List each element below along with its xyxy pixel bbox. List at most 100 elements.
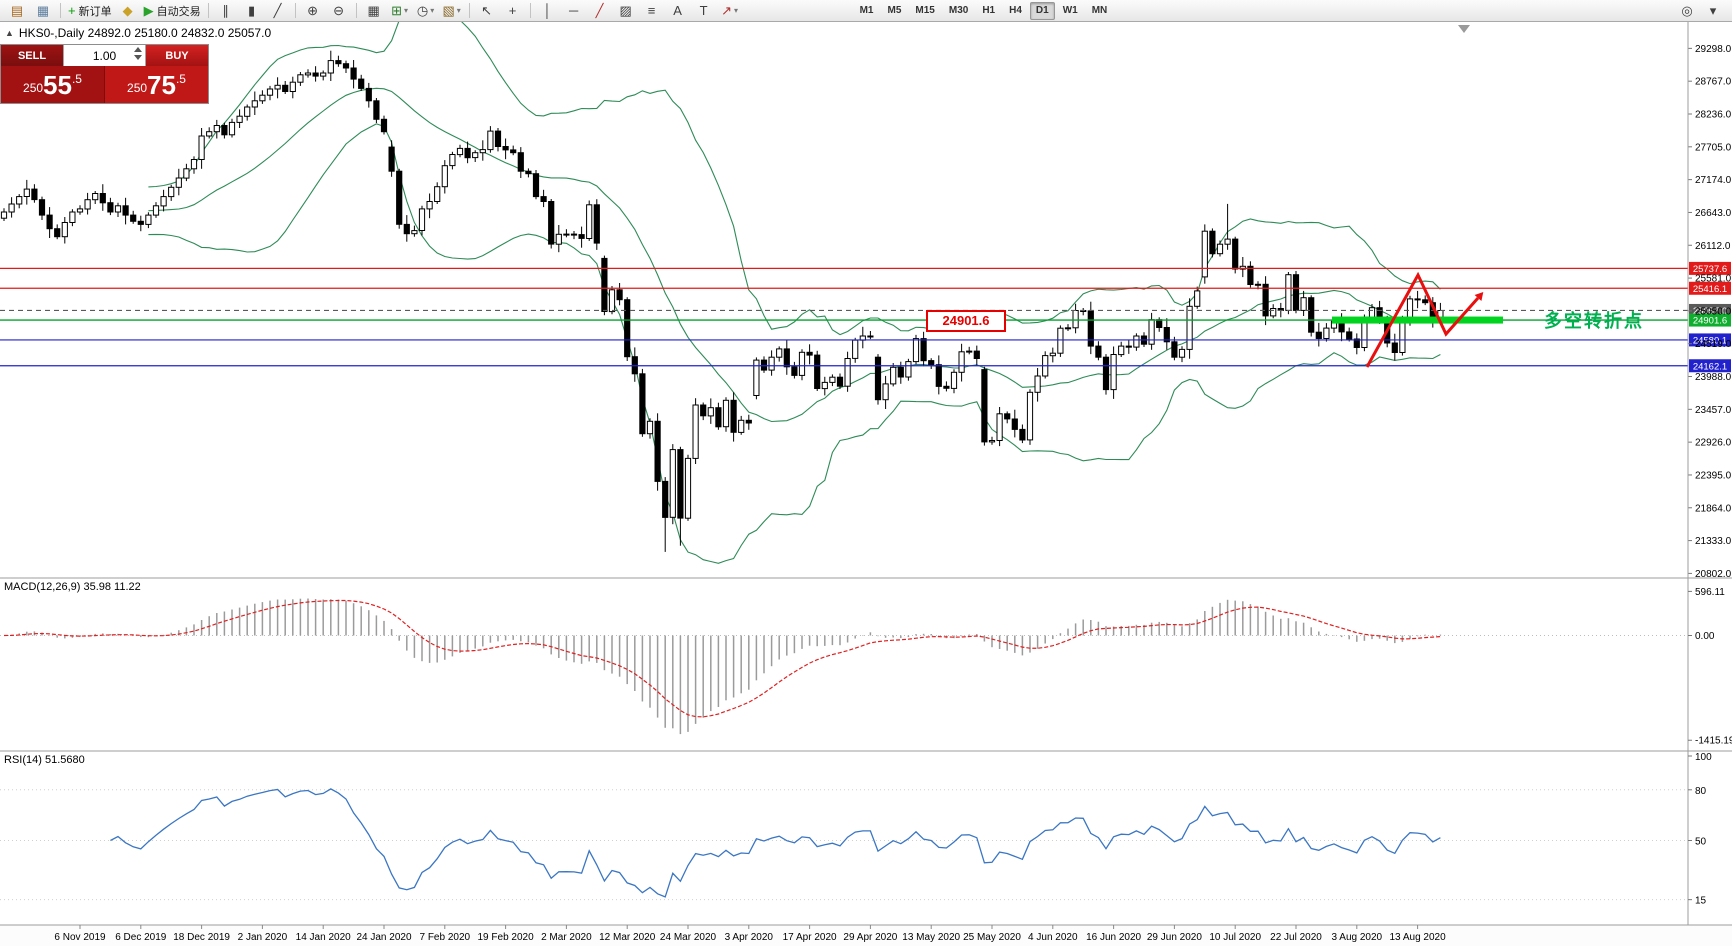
turning-point-label[interactable]: 多空转折点 [1544, 311, 1644, 331]
toolbar: ▤ ▦ +新订单◆▶自动交易 ∥ ▮ ╱ ⊕ ⊖ ▦ ⊞ ◷ ▧ ↖ + │─ ╱ ▨ ≡AT ↗ M1 M5 M15 M… [0, 0, 1732, 22]
svg-text:25 May 2020: 25 May 2020 [963, 932, 1021, 943]
collapse-panel-icon[interactable]: ▲ [5, 28, 14, 38]
lot-increase-button[interactable] [134, 47, 142, 52]
timeframe-d1-button[interactable]: D1 [1029, 1, 1055, 20]
timeframe-m5-button[interactable]: M5 [887, 4, 902, 16]
one-click-top-row: SELL 1.00 BUY [1, 45, 208, 66]
macd-label: MACD(12,26,9) 35.98 11.22 [4, 581, 141, 593]
line-chart-icon[interactable]: ╱ [265, 1, 291, 21]
scroll-shift-marker[interactable] [1458, 25, 1470, 33]
timeframe-h1-button[interactable]: H1 [982, 4, 996, 16]
svg-text:26112.0: 26112.0 [1695, 241, 1731, 252]
svg-text:23457.0: 23457.0 [1695, 405, 1732, 416]
trend-arrow-annotation[interactable] [1365, 271, 1480, 368]
svg-text:24 Mar 2020: 24 Mar 2020 [660, 932, 717, 943]
buy-button[interactable]: BUY [146, 45, 208, 66]
more-tools-icon[interactable]: ▾ [1709, 3, 1717, 18]
timeframe-mn-button[interactable]: MN [1091, 4, 1108, 16]
templates-icon[interactable]: ▧ [439, 1, 465, 21]
vertical-line-icon[interactable]: │ [535, 1, 561, 21]
search-icon[interactable]: ◎ [1681, 3, 1693, 18]
svg-text:25737.6: 25737.6 [1693, 264, 1727, 275]
svg-text:15: 15 [1695, 896, 1707, 907]
bar-chart-icon[interactable]: ∥ [213, 1, 239, 21]
sell-price-big: 55 [43, 69, 72, 100]
svg-text:26643.0: 26643.0 [1695, 208, 1732, 219]
text-icon[interactable]: A [665, 1, 691, 21]
templates-icon: ▧ [442, 3, 455, 18]
expert-advisors-icon[interactable]: ◆ [115, 1, 141, 21]
profiles-icon[interactable]: ▦ [30, 1, 56, 21]
buy-price[interactable]: 250 75.5 [105, 66, 208, 103]
zoom-in-icon[interactable]: ⊕ [300, 1, 326, 21]
date-axis[interactable] [0, 925, 1732, 946]
lot-size-field[interactable]: 1.00 [63, 45, 146, 66]
sell-price[interactable]: 250 55.5 [1, 66, 105, 103]
svg-text:596.11: 596.11 [1695, 587, 1725, 598]
new-order-button[interactable]: + 新订单 [65, 1, 115, 21]
bar-chart-icon: ∥ [222, 3, 229, 18]
periods-icon: ◷ [416, 3, 429, 18]
svg-text:6 Dec 2019: 6 Dec 2019 [115, 932, 167, 943]
chart-title-text: HKS0-,Daily 24892.0 25180.0 24832.0 2505… [18, 26, 272, 40]
timeframe-h4-button[interactable]: H4 [1009, 4, 1022, 16]
candlestick-icon: ▮ [248, 3, 256, 18]
candlestick-series [0, 50, 1444, 552]
new-chart-icon[interactable]: ▤ [4, 1, 30, 21]
trend-arrow-head [1474, 292, 1484, 301]
trendline-icon[interactable]: ╱ [587, 1, 613, 21]
indicators-icon[interactable]: ⊞ [387, 1, 413, 21]
label-icon[interactable]: T [691, 1, 717, 21]
new-chart-icon: ▤ [10, 3, 24, 18]
timeframe-w1-button[interactable]: W1 [1062, 4, 1078, 16]
svg-text:14 Jan 2020: 14 Jan 2020 [296, 932, 351, 943]
timeframe-m1-button[interactable]: M1 [859, 4, 874, 16]
arrows-icon[interactable]: ↗ [717, 1, 743, 21]
svg-text:-1415.19: -1415.19 [1695, 736, 1732, 747]
channel-icon[interactable]: ▨ [613, 1, 639, 21]
price-axis[interactable] [1688, 22, 1732, 925]
sell-button[interactable]: SELL [1, 45, 63, 66]
turning-point-highlight[interactable] [1332, 316, 1503, 324]
price-callout[interactable]: 24901.6 [926, 310, 1006, 332]
resistance-line-1-tag [1689, 261, 1731, 275]
one-click-prices: 250 55.5 250 75.5 [1, 66, 208, 103]
new-order-button-label: 新订单 [78, 5, 112, 18]
chart-background [0, 22, 1732, 946]
horizontal-line-icon[interactable]: ─ [561, 1, 587, 21]
buy-price-prefix: 250 [127, 81, 148, 95]
timeframe-m15-button[interactable]: M15 [915, 4, 935, 16]
svg-text:13 Aug 2020: 13 Aug 2020 [1390, 932, 1447, 943]
lot-decrease-button[interactable] [134, 55, 142, 60]
periods-icon[interactable]: ◷ [413, 1, 439, 21]
trendline-icon: ╱ [595, 3, 604, 18]
timeframe-m30-button[interactable]: M30 [948, 4, 969, 16]
indicators-icon: ⊞ [391, 3, 403, 18]
svg-text:24162.1: 24162.1 [1693, 361, 1727, 372]
svg-text:27174.0: 27174.0 [1695, 175, 1732, 186]
zoom-out-icon: ⊖ [333, 3, 345, 18]
candlestick-icon[interactable]: ▮ [239, 1, 265, 21]
svg-text:28236.0: 28236.0 [1695, 110, 1732, 121]
sell-price-prefix: 250 [23, 81, 44, 95]
svg-text:13 May 2020: 13 May 2020 [902, 932, 960, 943]
toolbar-separator [294, 3, 296, 18]
svg-text:29298.0: 29298.0 [1695, 44, 1732, 55]
svg-text:28767.0: 28767.0 [1695, 77, 1732, 88]
cursor-icon[interactable]: ↖ [474, 1, 500, 21]
svg-text:25581.0: 25581.0 [1695, 274, 1732, 285]
tile-windows-icon[interactable]: ▦ [361, 1, 387, 21]
crosshair-icon[interactable]: + [500, 1, 526, 21]
fibonacci-icon[interactable]: ≡ [639, 1, 665, 21]
cursor-icon: ↖ [481, 3, 493, 18]
channel-icon: ▨ [619, 3, 632, 18]
svg-text:16 Jun 2020: 16 Jun 2020 [1086, 932, 1141, 943]
svg-text:25050.0: 25050.0 [1695, 306, 1732, 317]
rsi-label: RSI(14) 51.5680 [4, 754, 85, 766]
svg-text:12 Mar 2020: 12 Mar 2020 [599, 932, 656, 943]
label-icon: T [699, 3, 708, 18]
zoom-out-icon[interactable]: ⊖ [326, 1, 352, 21]
autotrade-button[interactable]: ▶ 自动交易 [141, 1, 204, 21]
